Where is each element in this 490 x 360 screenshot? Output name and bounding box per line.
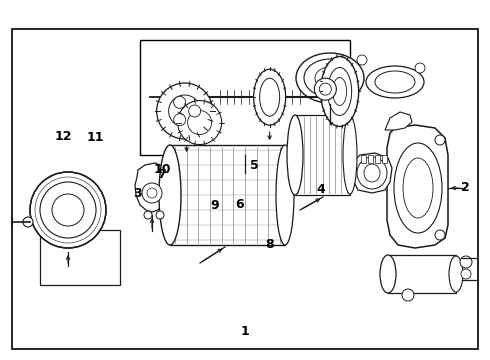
Circle shape bbox=[178, 100, 221, 145]
Bar bbox=[140, 40, 350, 155]
Text: 9: 9 bbox=[210, 199, 219, 212]
Circle shape bbox=[52, 194, 84, 226]
Polygon shape bbox=[135, 163, 170, 212]
Ellipse shape bbox=[159, 145, 181, 245]
Ellipse shape bbox=[333, 77, 346, 105]
Polygon shape bbox=[385, 112, 412, 130]
Ellipse shape bbox=[343, 116, 357, 194]
Text: 12: 12 bbox=[55, 130, 73, 143]
Ellipse shape bbox=[380, 255, 396, 293]
Circle shape bbox=[188, 111, 212, 135]
Circle shape bbox=[40, 182, 96, 238]
Bar bbox=[375, 155, 380, 163]
Text: 5: 5 bbox=[250, 159, 259, 172]
Circle shape bbox=[435, 135, 445, 145]
Circle shape bbox=[156, 211, 164, 219]
Circle shape bbox=[189, 105, 200, 117]
Bar bbox=[12, 29, 478, 349]
Circle shape bbox=[147, 188, 157, 198]
Ellipse shape bbox=[304, 59, 356, 97]
Circle shape bbox=[402, 289, 414, 301]
Polygon shape bbox=[387, 125, 448, 248]
Ellipse shape bbox=[254, 69, 286, 125]
Ellipse shape bbox=[364, 164, 380, 182]
Circle shape bbox=[435, 230, 445, 240]
Ellipse shape bbox=[315, 78, 336, 100]
Ellipse shape bbox=[366, 66, 424, 98]
Text: 2: 2 bbox=[461, 181, 470, 194]
Bar bbox=[382, 155, 387, 163]
Bar bbox=[388, 255, 456, 293]
Bar bbox=[40, 230, 120, 285]
Circle shape bbox=[415, 63, 425, 73]
Ellipse shape bbox=[394, 143, 442, 233]
Circle shape bbox=[157, 83, 213, 139]
Ellipse shape bbox=[260, 78, 280, 116]
Circle shape bbox=[460, 256, 472, 268]
Circle shape bbox=[142, 183, 162, 203]
Text: 7: 7 bbox=[157, 168, 166, 181]
Bar bbox=[368, 155, 373, 163]
Ellipse shape bbox=[320, 57, 359, 126]
Circle shape bbox=[357, 55, 367, 65]
Circle shape bbox=[30, 172, 106, 248]
Ellipse shape bbox=[449, 256, 463, 292]
Bar bbox=[361, 155, 366, 163]
Circle shape bbox=[144, 211, 152, 219]
Ellipse shape bbox=[296, 53, 364, 103]
Circle shape bbox=[461, 269, 471, 279]
Ellipse shape bbox=[319, 83, 331, 95]
Text: 11: 11 bbox=[87, 131, 104, 144]
Ellipse shape bbox=[276, 145, 294, 245]
Polygon shape bbox=[353, 153, 392, 193]
Circle shape bbox=[169, 95, 200, 127]
Circle shape bbox=[173, 114, 186, 126]
Text: 6: 6 bbox=[235, 198, 244, 211]
Bar bbox=[170, 145, 285, 245]
Text: 3: 3 bbox=[133, 187, 142, 200]
Ellipse shape bbox=[287, 115, 303, 195]
Ellipse shape bbox=[315, 67, 345, 89]
Ellipse shape bbox=[328, 67, 352, 116]
Ellipse shape bbox=[403, 158, 433, 218]
Text: 4: 4 bbox=[317, 183, 325, 195]
Text: 8: 8 bbox=[265, 238, 274, 251]
Circle shape bbox=[173, 96, 186, 108]
Bar bbox=[295, 115, 350, 195]
Ellipse shape bbox=[375, 71, 415, 93]
Ellipse shape bbox=[357, 157, 387, 189]
Circle shape bbox=[23, 217, 33, 227]
Text: 10: 10 bbox=[154, 163, 172, 176]
Text: 1: 1 bbox=[241, 325, 249, 338]
